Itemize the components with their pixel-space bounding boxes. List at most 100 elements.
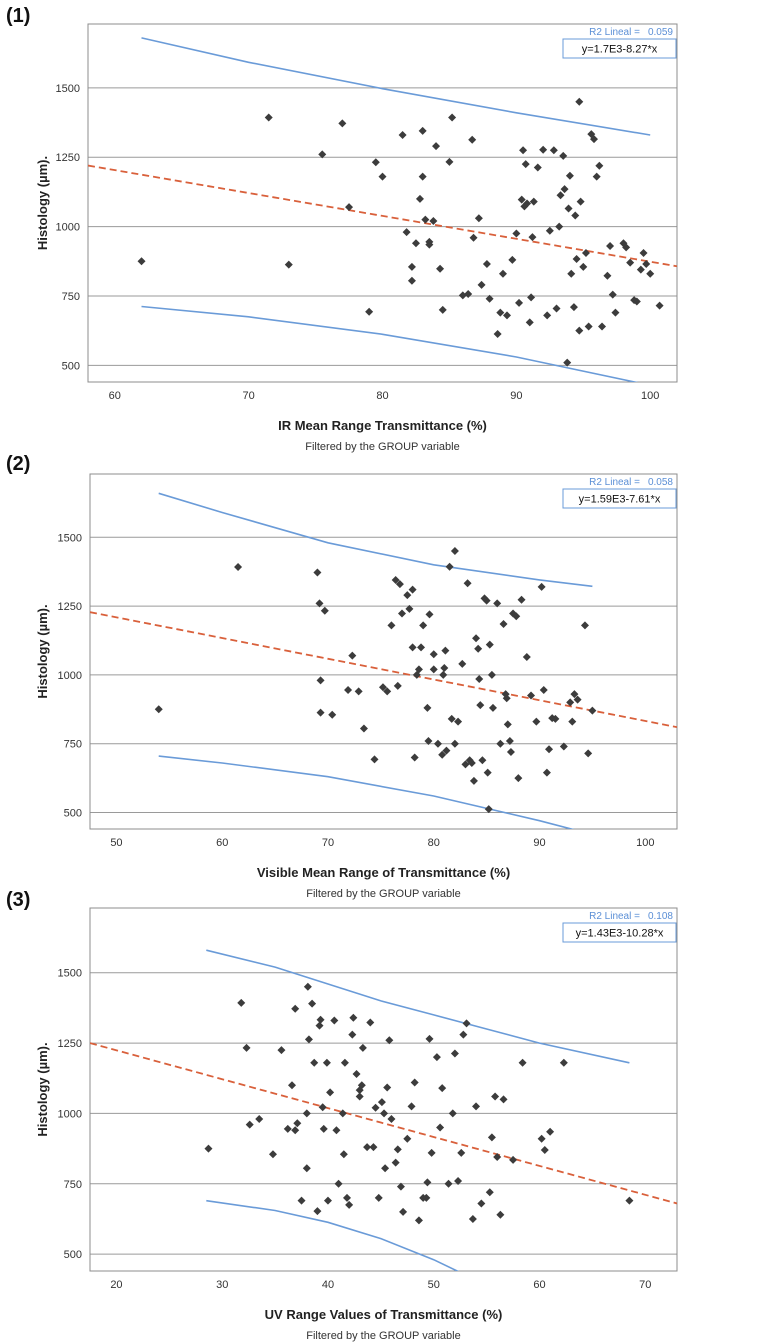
equation-text: y=1.59E3-7.61*x [579,494,661,506]
data-point [458,659,467,668]
data-point [475,675,484,684]
data-point [313,568,322,577]
plot-frame [87,23,678,383]
x-tick-label: 90 [510,390,522,402]
data-point [374,1193,383,1202]
x-tick-label: 90 [533,837,545,849]
data-point [422,1193,431,1202]
data-point [515,298,524,307]
data-point [543,311,552,320]
data-point [255,1115,264,1124]
plot-area [90,949,677,1271]
data-point [469,776,478,785]
data-point [378,172,387,181]
x-tick-label: 70 [322,837,334,849]
data-point [357,1081,366,1090]
data-point [502,694,511,703]
data-point [496,1210,505,1219]
data-point [363,1143,372,1152]
filter-note: Filtered by the GROUP variable [306,888,460,900]
equation-box [562,922,677,943]
data-point [521,160,530,169]
regression-fit-line [90,611,677,729]
data-point [592,172,601,181]
data-point [545,745,554,754]
data-point [438,750,447,759]
data-point [454,1176,463,1185]
data-point [598,322,607,331]
x-axis-label: UV Range Values of Transmittance (%) [265,1307,503,1322]
y-tick-label: 1000 [58,1108,82,1120]
data-point [288,1081,297,1090]
x-tick-label: 100 [641,390,659,402]
data-point [527,691,536,700]
data-point [448,113,457,122]
data-point [429,217,438,226]
x-tick-label: 60 [109,390,121,402]
r2-value: 0.058 [648,477,673,488]
data-point [518,1058,527,1067]
data-point [332,1126,341,1135]
y-tick-label: 1250 [58,1038,82,1050]
x-tick-label: 70 [243,390,255,402]
data-point [415,194,424,203]
y-tick-label: 500 [64,1249,82,1261]
data-point [371,158,380,167]
data-point [533,163,542,172]
y-tick-label: 750 [64,739,82,751]
data-point [322,1058,331,1067]
chart-panel-2: (2) 500 750 1000 1250 1500 50 60 70 80 90 100 Visibl… [6,453,678,900]
data-point [575,97,584,106]
data-point [387,621,396,630]
data-point [576,197,585,206]
data-point [408,643,417,652]
data-point [383,687,392,696]
plot-frame [89,907,678,1272]
data-point [377,1098,386,1107]
y-axis-label: Histology (µm). [35,604,50,698]
data-point [450,1049,459,1058]
data-point [496,739,505,748]
data-point [318,1103,327,1112]
data-point [429,665,438,674]
data-point [343,1193,352,1202]
data-point [403,1134,412,1143]
data-point [568,717,577,726]
data-point [556,191,565,200]
data-point [485,294,494,303]
data-point [512,229,521,238]
data-point [429,650,438,659]
regression-fit-line [90,1042,677,1205]
data-point [626,258,635,267]
data-point [502,311,511,320]
data-point [444,1179,453,1188]
y-tick-label: 1000 [58,670,82,682]
data-point [423,703,432,712]
data-point [427,1148,436,1157]
data-point [523,199,532,208]
data-point [264,113,273,122]
data-point [488,703,497,712]
data-point [385,1036,394,1045]
data-point [310,1058,319,1067]
x-tick-label: 50 [110,837,122,849]
data-point [608,290,617,299]
data-point [313,1207,322,1216]
data-point [559,1058,568,1067]
data-point [410,1078,419,1087]
data-point [459,1030,468,1039]
data-point [472,1102,481,1111]
data-point [339,1150,348,1159]
equation-text: y=1.7E3-8.27*x [582,44,658,56]
x-axis-label: IR Mean Range Transmittance (%) [278,418,487,433]
data-point [319,1124,328,1133]
data-point [315,1021,324,1030]
filter-note: Filtered by the GROUP variable [306,1330,460,1342]
data-point [555,222,564,231]
data-point [358,1043,367,1052]
data-point [438,305,447,314]
data-point [359,724,368,733]
data-point [414,665,423,674]
data-point [383,1083,392,1092]
data-point [447,714,456,723]
